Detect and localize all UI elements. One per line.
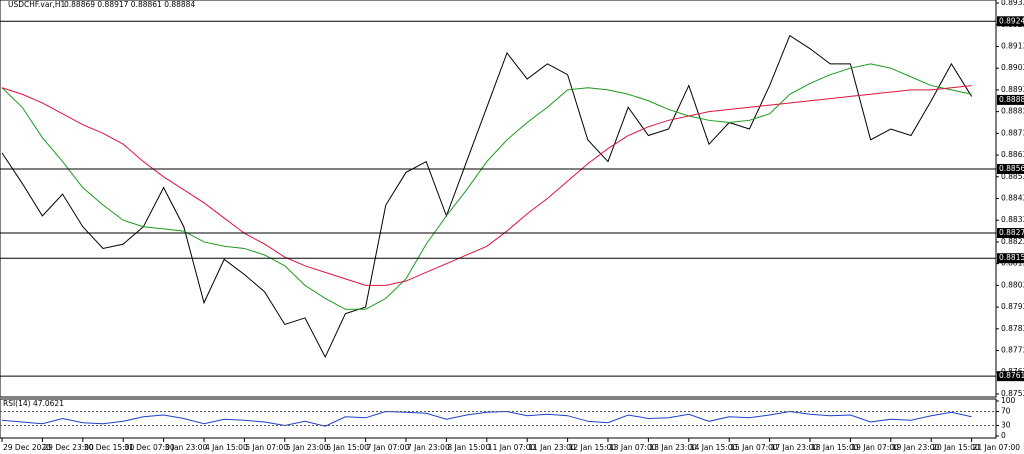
level-label: 0.88155 <box>999 253 1024 262</box>
chart-title: USDCHF.var,H1 <box>8 0 66 9</box>
level-label: 0.88566 <box>999 164 1024 173</box>
series-line <box>1 34 973 359</box>
x-tick-label: 12 Jan 15:00 <box>569 443 617 452</box>
y-tick-label: 100 <box>1001 396 1016 405</box>
x-tick-label: 11 Jan 23:00 <box>528 443 576 452</box>
x-tick-label: 7 Jan 23:00 <box>407 443 450 452</box>
y-tick-label: 0.87930 <box>1001 302 1024 311</box>
x-tick-label: 29 Dec 2020 <box>3 443 51 452</box>
series-line <box>1 63 972 310</box>
y-tick-label: 0.88530 <box>1001 172 1024 181</box>
y-tick-label: 0.88230 <box>1001 237 1024 246</box>
y-tick-label: 0.88430 <box>1001 194 1024 203</box>
level-label-box <box>997 371 1024 382</box>
x-tick-label: 20 Jan 15:00 <box>932 443 980 452</box>
y-tick-label: 0 <box>1001 431 1006 440</box>
x-tick-label: 18 Jan 15:00 <box>811 443 859 452</box>
rsi-title: RSI(14) 47.0621 <box>3 399 64 408</box>
y-tick-label: 0.88330 <box>1001 215 1024 224</box>
series-line <box>1 410 972 427</box>
price-pane <box>0 0 997 398</box>
y-tick-label: 0.89130 <box>1001 41 1024 50</box>
x-tick-label: 5 Jan 23:00 <box>286 443 329 452</box>
x-tick-label: 11 Jan 07:00 <box>488 443 536 452</box>
x-tick-label: 19 Jan 07:00 <box>851 443 899 452</box>
x-tick-label: 13 Jan 23:00 <box>649 443 697 452</box>
y-tick-label: 0.88630 <box>1001 150 1024 159</box>
x-tick-label: 7 Jan 07:00 <box>367 443 410 452</box>
rsi-pane <box>0 398 997 439</box>
y-tick-label: 0.88030 <box>1001 280 1024 289</box>
x-tick-label: 14 Jan 15:00 <box>690 443 738 452</box>
y-tick-label: 70 <box>1001 407 1011 416</box>
x-tick-label: 19 Jan 23:00 <box>892 443 940 452</box>
y-tick-label: 30 <box>1001 421 1011 430</box>
series-line <box>1 85 972 286</box>
level-label: 0.89246 <box>999 16 1024 25</box>
x-tick-label: 6 Jan 15:00 <box>326 443 369 452</box>
price-label-box <box>997 94 1024 105</box>
ohlc: 0.88869 0.88917 0.88861 0.88884 <box>64 0 195 9</box>
level-label-box <box>997 16 1024 27</box>
level-label-box <box>997 228 1024 239</box>
x-tick-label: 8 Jan 15:00 <box>447 443 490 452</box>
y-tick-label: 0.88730 <box>1001 128 1024 137</box>
level-label-box <box>997 253 1024 264</box>
y-tick-label: 0.87530 <box>1001 389 1024 398</box>
y-tick-label: 0.87830 <box>1001 324 1024 333</box>
x-tick-label: 4 Jan 15:00 <box>205 443 248 452</box>
x-tick-label: 30 Dec 15:00 <box>84 443 135 452</box>
y-tick-label: 0.88830 <box>1001 107 1024 116</box>
level-label-box <box>997 163 1024 174</box>
y-tick-label: 0.89030 <box>1001 63 1024 72</box>
y-tick-label: 0.89330 <box>1001 0 1024 7</box>
y-tick-label: 0.87730 <box>1001 346 1024 355</box>
x-tick-label: 3 Jan 23:00 <box>165 443 208 452</box>
level-label: 0.87612 <box>999 371 1024 380</box>
x-tick-label: 15 Jan 07:00 <box>730 443 778 452</box>
x-tick-label: 29 Dec 23:00 <box>43 443 94 452</box>
x-tick-label: 31 Dec 07:00 <box>124 443 175 452</box>
x-tick-label: 17 Jan 23:00 <box>771 443 819 452</box>
y-tick-label: 0.88930 <box>1001 85 1024 94</box>
x-tick-label: 13 Jan 07:00 <box>609 443 657 452</box>
x-tick-label: 5 Jan 07:00 <box>245 443 288 452</box>
x-tick-label: 21 Jan 07:00 <box>973 443 1021 452</box>
price-label: 0.88884 <box>999 95 1024 104</box>
level-label: 0.88271 <box>999 228 1024 237</box>
